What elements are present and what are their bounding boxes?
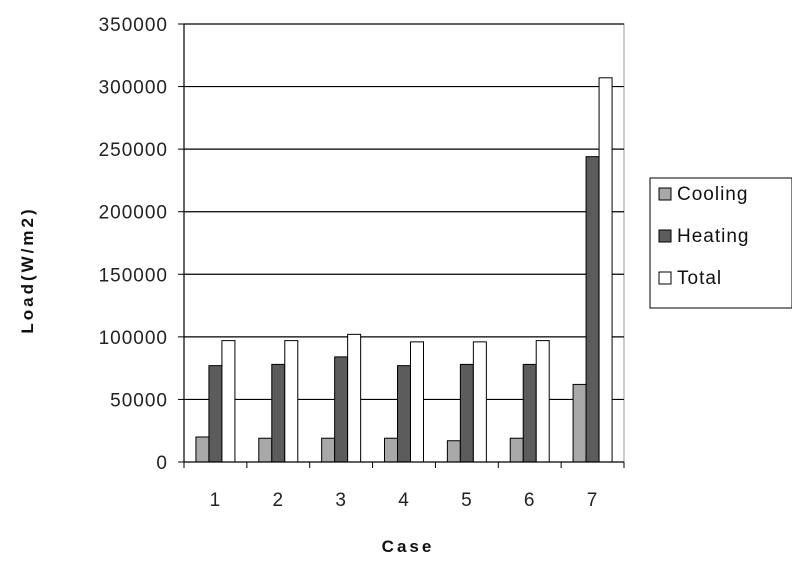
bar-cooling-case-4: [384, 437, 398, 463]
x-tick-label: 5: [461, 490, 473, 511]
y-tick-label: 250000: [99, 140, 168, 161]
y-tick-label: 0: [156, 453, 168, 474]
x-tick-label: 2: [272, 490, 284, 511]
x-tick-labels: 1 2 3 4 5 6 7: [210, 490, 599, 511]
x-tick-label: 4: [398, 490, 410, 511]
x-axis-title: Case: [382, 537, 435, 556]
bar-heating-case-1: [208, 365, 223, 463]
y-tick-label: 50000: [110, 390, 168, 411]
y-tick-label: 350000: [99, 15, 168, 36]
bar-total-case-4: [410, 341, 424, 463]
bar-cooling-case-5: [446, 440, 461, 463]
legend-swatch-heating: [658, 229, 672, 243]
legend-label-cooling: Cooling: [677, 184, 748, 205]
legend-label-heating: Heating: [677, 226, 750, 247]
bar-heating-case-3: [334, 356, 349, 463]
x-tick-label: 6: [524, 490, 536, 511]
bar-cooling-case-3: [321, 437, 336, 463]
bars: [195, 77, 613, 463]
bar-heating-case-7: [585, 156, 600, 463]
y-tick-label: 150000: [99, 265, 168, 286]
legend-swatch-cooling: [658, 187, 672, 201]
x-tick-label: 1: [210, 490, 222, 511]
legend-frame: [649, 177, 792, 309]
y-tick-label: 100000: [99, 328, 168, 349]
bar-total-case-7: [598, 77, 613, 463]
y-tick-label: 300000: [99, 78, 168, 99]
x-tick-label: 7: [587, 490, 599, 511]
bar-total-case-2: [284, 340, 299, 463]
bar-cooling-case-7: [572, 383, 587, 463]
bar-cooling-case-6: [509, 437, 524, 463]
y-axis-title: Load(W/m2): [18, 206, 37, 333]
bar-total-case-1: [221, 340, 236, 463]
axes: [178, 23, 625, 468]
y-tick-label: 200000: [99, 203, 168, 224]
bar-total-case-3: [347, 333, 362, 463]
bar-cooling-case-1: [195, 436, 210, 463]
bar-cooling-case-2: [258, 437, 273, 463]
bar-total-case-5: [472, 341, 487, 463]
legend-swatch-total: [658, 271, 672, 285]
legend: Cooling Heating Total: [649, 177, 792, 309]
legend-label-total: Total: [677, 268, 722, 289]
bar-heating-case-6: [522, 363, 537, 463]
x-tick-label: 3: [335, 490, 347, 511]
bar-heating-case-5: [459, 363, 474, 463]
bar-heating-case-4: [397, 365, 411, 463]
bar-heating-case-2: [271, 363, 286, 463]
bar-total-case-6: [535, 340, 550, 463]
y-tick-labels: 0 50000 100000 150000 200000 250000 300000 3500…: [99, 15, 168, 474]
